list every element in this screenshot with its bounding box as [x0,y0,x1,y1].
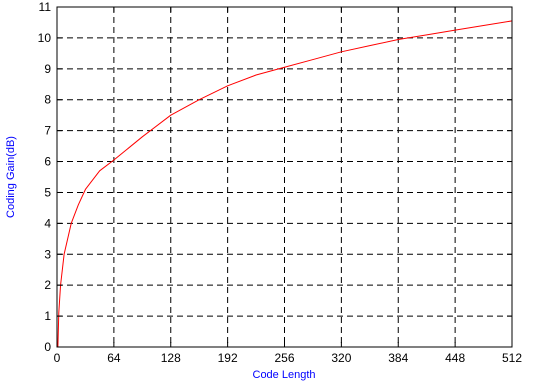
y-tick-label: 8 [44,93,51,107]
x-tick-label: 512 [502,351,522,365]
x-tick-label: 256 [274,351,294,365]
y-tick-label: 5 [44,185,51,199]
series-layer [57,20,513,348]
x-tick-label: 0 [54,351,61,365]
x-axis-label: Code Length [253,369,316,381]
y-tick-label: 9 [44,62,51,76]
coding-gain-curve [57,20,513,348]
y-tick-label: 0 [44,340,51,354]
x-tick-label: 64 [107,351,121,365]
y-tick-label: 1 [44,309,51,323]
grid-lines [57,7,512,347]
y-tick-label: 2 [44,278,51,292]
ticks-layer [56,6,513,348]
y-tick-label: 6 [44,155,51,169]
tick-labels-layer: 0 64 128 192 256 320 384 448 512 0 1 2 3 4 5 6 7 8 9 10 11 [38,0,523,365]
x-tick-label: 128 [161,351,181,365]
y-tick-label: 7 [44,124,51,138]
y-tick-label: 4 [44,216,51,230]
x-tick-label: 192 [218,351,238,365]
x-tick-label: 448 [445,351,465,365]
y-tick-label: 10 [38,31,52,45]
y-axis-label: Coding Gain(dB) [5,136,17,218]
y-tick-label: 3 [44,247,51,261]
x-tick-label: 320 [331,351,351,365]
x-tick-label: 384 [388,351,408,365]
y-tick-label: 11 [39,0,52,14]
